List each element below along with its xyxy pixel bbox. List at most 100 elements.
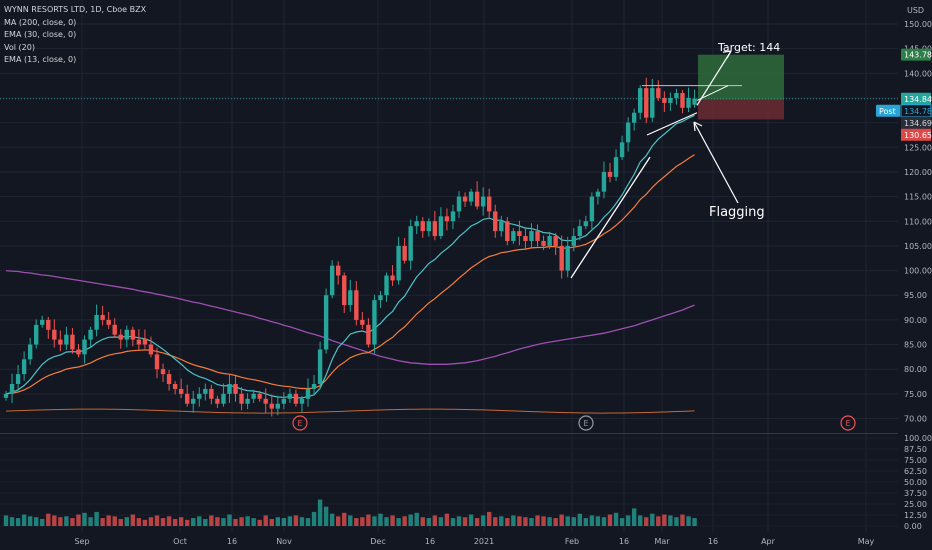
candle-body: [305, 388, 311, 399]
candle-body: [269, 403, 274, 409]
volume-bar: [257, 519, 262, 526]
volume-bar: [166, 516, 172, 526]
volume-bar: [468, 514, 474, 526]
volume-bar: [625, 515, 631, 526]
earnings-letter: E: [583, 419, 588, 428]
volume-bar: [432, 515, 438, 526]
volume-bar: [142, 519, 148, 526]
currency-label: USD: [907, 6, 924, 15]
stop-tag-label: 130.65: [904, 131, 932, 140]
candle-body: [342, 275, 347, 306]
candle-body: [118, 334, 123, 340]
legend-volume[interactable]: Vol (20): [4, 42, 35, 52]
candle-body: [287, 393, 293, 399]
volume-bar: [456, 516, 462, 526]
candle-body: [185, 393, 190, 404]
post-badge-label: Post: [879, 107, 896, 116]
candle-body: [426, 221, 431, 232]
volume-bar: [76, 514, 81, 526]
volume-bars: [3, 408, 697, 526]
volume-tick-label: 37.50: [904, 489, 927, 498]
candle-body: [450, 211, 456, 222]
volume-bar: [191, 518, 196, 526]
volume-bar: [601, 517, 607, 526]
candle-body: [638, 88, 643, 113]
candle-body: [499, 221, 504, 232]
price-tick-label: 140.00: [904, 69, 932, 78]
candle-body: [136, 339, 142, 345]
candle-body: [474, 191, 480, 207]
volume-bar: [215, 517, 220, 526]
volume-bar: [9, 517, 15, 526]
candle-body: [197, 393, 202, 399]
candle-body: [311, 383, 317, 389]
price-tick-label: 110.00: [904, 217, 932, 226]
earnings-icon: [292, 415, 308, 431]
volume-bar: [360, 517, 365, 526]
volume-bar: [559, 514, 564, 526]
volume-bar: [384, 517, 389, 526]
candle-body: [384, 275, 389, 296]
volume-bar: [329, 513, 335, 526]
candle-body: [607, 171, 613, 177]
volume-bar: [100, 518, 105, 526]
candle-body: [52, 329, 57, 340]
candle-body: [372, 300, 377, 345]
volume-bar: [493, 517, 498, 526]
volume-tick-label: 50.00: [904, 478, 927, 487]
time-axis[interactable]: Sep Oct 16 Nov Dec 16 2021 Feb 16 Mar 16 Apr May: [0, 532, 898, 550]
candle-body: [336, 265, 341, 276]
volume-tick-label: 87.50: [904, 445, 927, 454]
volume-bar: [680, 514, 685, 526]
candle-body: [323, 295, 329, 350]
candle-body: [601, 171, 607, 192]
legend-ma200[interactable]: MA (200, close, 0): [4, 17, 77, 27]
volume-bar: [112, 516, 117, 526]
volume-bar: [390, 515, 395, 526]
volume-bar: [487, 511, 492, 526]
candle-body: [245, 398, 250, 404]
volume-bar: [3, 515, 9, 526]
candle-body: [27, 344, 33, 360]
time-tick-label: Dec: [370, 537, 385, 546]
candle-body: [239, 393, 244, 404]
candle-body: [233, 383, 238, 394]
candle-body: [293, 393, 299, 404]
legend-ema13[interactable]: EMA (13, close, 0): [4, 55, 77, 64]
legend-ema30[interactable]: EMA (30, close, 0): [4, 30, 77, 39]
price-axis[interactable]: USD 70.00 75.00 80.00 85.00 90.00 95.00 100.00 1…: [900, 0, 932, 550]
volume-bar: [595, 516, 601, 526]
candle-body: [523, 236, 528, 241]
candle-body: [414, 221, 419, 227]
candle-body: [154, 354, 160, 370]
candle-body: [64, 334, 69, 345]
volume-bar: [571, 517, 576, 526]
axis-background: [900, 0, 932, 550]
candle-body: [631, 112, 637, 123]
candle-body: [680, 93, 685, 108]
volume-bar: [613, 512, 619, 526]
target-tag-box: [901, 48, 931, 61]
volume-bar: [323, 506, 329, 526]
candle-body: [505, 221, 510, 241]
trend-line: [570, 156, 651, 279]
candle-body: [656, 88, 661, 98]
candle-body: [130, 329, 136, 340]
volume-bar: [505, 518, 510, 526]
volume-bar: [686, 516, 691, 526]
legend: WYNN RESORTS LTD, 1D, Cboe BZX MA (200, …: [4, 4, 146, 67]
volume-bar: [631, 508, 637, 526]
symbol-title[interactable]: WYNN RESORTS LTD, 1D, Cboe BZX: [4, 5, 147, 14]
volume-tick-label: 100.00: [904, 434, 932, 443]
candle-body: [82, 339, 87, 355]
candle-body: [668, 97, 673, 103]
candle-body: [160, 369, 166, 375]
candle-body: [94, 314, 99, 330]
candle-body: [70, 334, 75, 350]
candle-body: [263, 398, 268, 404]
drawings: Target: 144 Flagging: [0, 41, 898, 279]
earnings-letter: E: [297, 419, 302, 428]
volume-bar: [638, 515, 643, 526]
